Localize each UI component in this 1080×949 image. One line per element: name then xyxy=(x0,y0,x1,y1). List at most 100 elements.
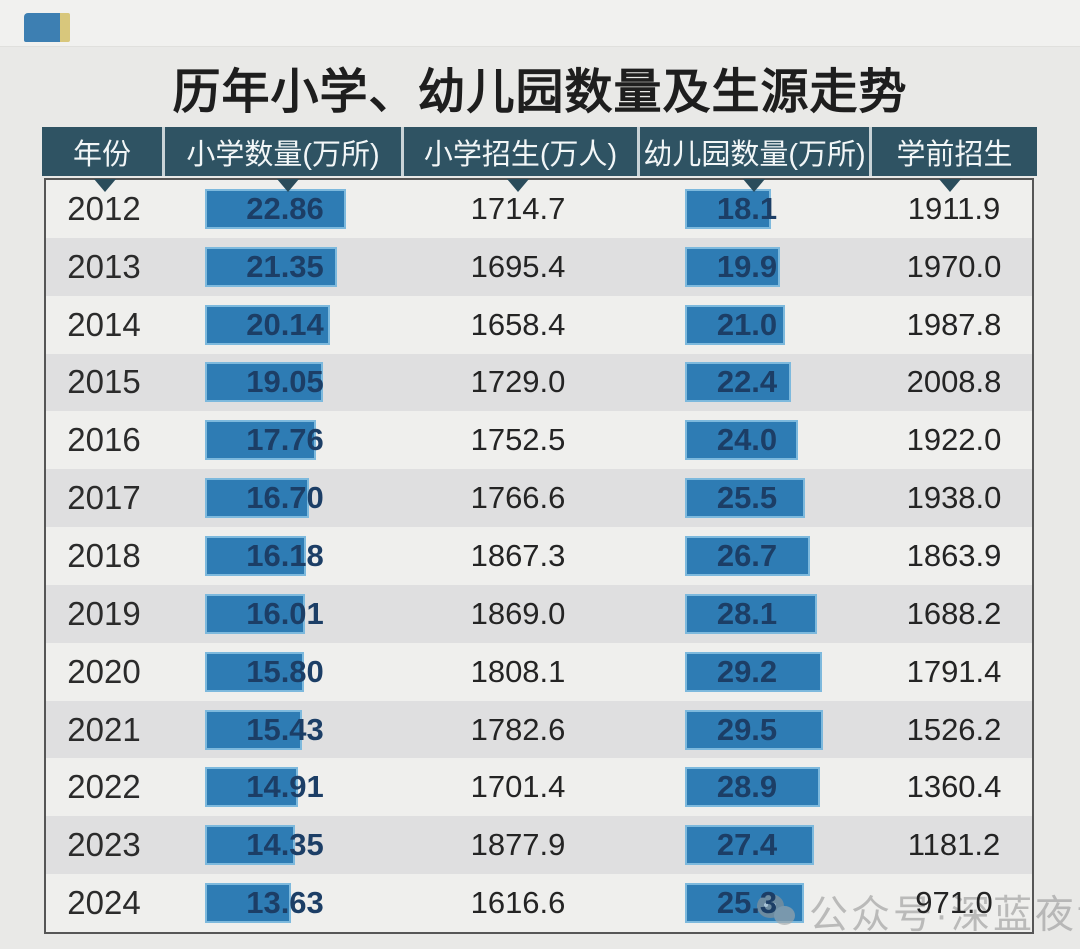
preschool-enrollment-value: 1360.4 xyxy=(906,769,1002,805)
primary-enrollment-value: 1877.9 xyxy=(470,827,566,863)
primary-count-bar xyxy=(205,883,291,924)
year-cell: 2015 xyxy=(67,363,141,401)
corner-logo-blue xyxy=(24,13,60,42)
kindergarten-count-bar xyxy=(685,420,799,461)
year-cell: 2013 xyxy=(67,247,141,285)
preschool-enrollment-value: 1970.0 xyxy=(906,248,1002,284)
year-cell: 2012 xyxy=(67,189,141,227)
table-row: 2015 19.05 1729.0 22.4 2008.8 xyxy=(46,353,1032,412)
table-row: 2013 21.35 1695.4 19.9 1970.0 xyxy=(46,237,1032,296)
kindergarten-count-label: 28.1 xyxy=(716,595,778,631)
primary-enrollment-value: 1714.7 xyxy=(470,190,566,226)
table-header-row: 年份 小学数量(万所) 小学招生(万人) 幼儿园数量(万所) 学前招生 xyxy=(42,127,1037,176)
header-kindergartens: 幼儿园数量(万所) xyxy=(640,127,872,176)
kindergarten-count-bar xyxy=(685,767,821,808)
header-preschool-enrollment: 学前招生 xyxy=(896,138,1013,171)
primary-count-bar xyxy=(205,420,316,461)
kindergarten-count-bar xyxy=(685,535,811,576)
kindergarten-count-bar xyxy=(685,304,785,345)
primary-enrollment-value: 1729.0 xyxy=(470,364,566,400)
kindergarten-count-label: 21.0 xyxy=(716,306,778,342)
primary-count-bar xyxy=(205,593,306,634)
primary-count-label: 15.43 xyxy=(246,711,324,747)
kindergarten-count-label: 26.7 xyxy=(716,537,778,573)
primary-count-bar xyxy=(205,709,302,750)
kindergarten-count-bar xyxy=(685,651,822,692)
primary-count-bar xyxy=(205,246,338,287)
kindergarten-count-label: 27.4 xyxy=(716,827,778,863)
table-row: 2016 17.76 1752.5 24.0 1922.0 xyxy=(46,411,1032,470)
table-row: 2019 16.01 1869.0 28.1 1688.2 xyxy=(46,584,1032,643)
primary-count-bar xyxy=(205,767,299,808)
primary-count-bar xyxy=(205,188,347,229)
year-cell: 2021 xyxy=(67,710,141,748)
primary-enrollment-value: 1701.4 xyxy=(470,769,566,805)
preschool-enrollment-value: 1987.8 xyxy=(906,306,1002,342)
page-title: 历年小学、幼儿园数量及生源走势 xyxy=(172,66,908,119)
table-row: 2023 14.35 1877.9 27.4 1181.2 xyxy=(46,816,1032,875)
table-row: 2012 22.86 1714.7 18.1 1911.9 xyxy=(46,180,1032,238)
primary-enrollment-value: 1766.6 xyxy=(470,480,566,516)
preschool-enrollment-value: 2008.8 xyxy=(906,364,1002,400)
preschool-enrollment-value: 1938.0 xyxy=(906,480,1002,516)
kindergarten-count-bar xyxy=(685,478,806,519)
table-row: 2022 14.91 1701.4 28.9 1360.4 xyxy=(46,758,1032,817)
primary-count-label: 13.63 xyxy=(246,885,324,921)
kindergarten-count-label: 25.5 xyxy=(716,480,778,516)
primary-count-label: 16.01 xyxy=(246,595,324,631)
primary-enrollment-value: 1808.1 xyxy=(470,653,566,689)
primary-count-label: 16.70 xyxy=(246,480,324,516)
column-pointer-triangle-icon xyxy=(507,179,529,192)
primary-enrollment-value: 1869.0 xyxy=(470,595,566,631)
primary-enrollment-value: 1616.6 xyxy=(470,885,566,921)
kindergarten-count-label: 29.2 xyxy=(716,653,778,689)
primary-enrollment-value: 1867.3 xyxy=(470,537,566,573)
primary-count-label: 21.35 xyxy=(246,248,324,284)
preschool-enrollment-value: 1791.4 xyxy=(906,653,1002,689)
preschool-enrollment-value: 1688.2 xyxy=(906,595,1002,631)
table-row: 2020 15.80 1808.1 29.2 1791.4 xyxy=(46,642,1032,701)
kindergarten-count-bar xyxy=(685,709,824,750)
kindergarten-count-label: 24.0 xyxy=(716,422,778,458)
preschool-enrollment-value: 1911.9 xyxy=(907,190,1001,226)
primary-enrollment-value: 1695.4 xyxy=(470,248,566,284)
table-row: 2021 15.43 1782.6 29.5 1526.2 xyxy=(46,700,1032,759)
primary-count-label: 14.91 xyxy=(246,769,324,805)
kindergarten-count-bar xyxy=(685,246,780,287)
kindergarten-count-bar xyxy=(685,188,772,229)
column-pointer-triangle-icon xyxy=(277,179,299,192)
column-pointer-triangle-icon xyxy=(939,179,961,192)
primary-count-bar xyxy=(205,304,330,345)
column-pointer-triangle-icon xyxy=(743,179,765,192)
header-year: 年份 xyxy=(42,127,165,176)
kindergarten-count-label: 25.3 xyxy=(716,885,778,921)
kindergarten-count-label: 19.9 xyxy=(716,248,778,284)
preschool-enrollment-value: 1922.0 xyxy=(906,422,1002,458)
year-cell: 2022 xyxy=(67,768,141,806)
top-strip xyxy=(0,0,1080,47)
primary-count-label: 17.76 xyxy=(246,422,324,458)
kindergarten-count-bar xyxy=(685,825,814,866)
primary-count-bar xyxy=(205,825,296,866)
primary-count-label: 19.05 xyxy=(246,364,324,400)
kindergarten-count-label: 18.1 xyxy=(716,190,778,226)
primary-count-label: 16.18 xyxy=(246,537,324,573)
table-body: 2012 22.86 1714.7 18.1 1911.9 2013 21.35… xyxy=(44,178,1034,934)
header-primary-schools: 小学数量(万所) xyxy=(165,127,404,176)
year-cell: 2024 xyxy=(67,884,141,922)
table-row: 2014 20.14 1658.4 21.0 1987.8 xyxy=(46,295,1032,354)
primary-count-label: 15.80 xyxy=(246,653,324,689)
primary-enrollment-value: 1658.4 xyxy=(470,306,566,342)
year-cell: 2016 xyxy=(67,421,141,459)
primary-count-label: 14.35 xyxy=(246,827,324,863)
kindergarten-count-bar xyxy=(685,593,817,634)
table-row: 2024 13.63 1616.6 25.3 971.0 xyxy=(46,874,1032,932)
primary-count-bar xyxy=(205,478,310,519)
corner-logo-gold xyxy=(60,13,70,42)
preschool-enrollment-value: 1181.2 xyxy=(907,827,1001,863)
primary-enrollment-value: 1782.6 xyxy=(470,711,566,747)
table-row: 2018 16.18 1867.3 26.7 1863.9 xyxy=(46,527,1032,585)
kindergarten-count-label: 22.4 xyxy=(716,364,778,400)
primary-count-bar xyxy=(205,535,307,576)
